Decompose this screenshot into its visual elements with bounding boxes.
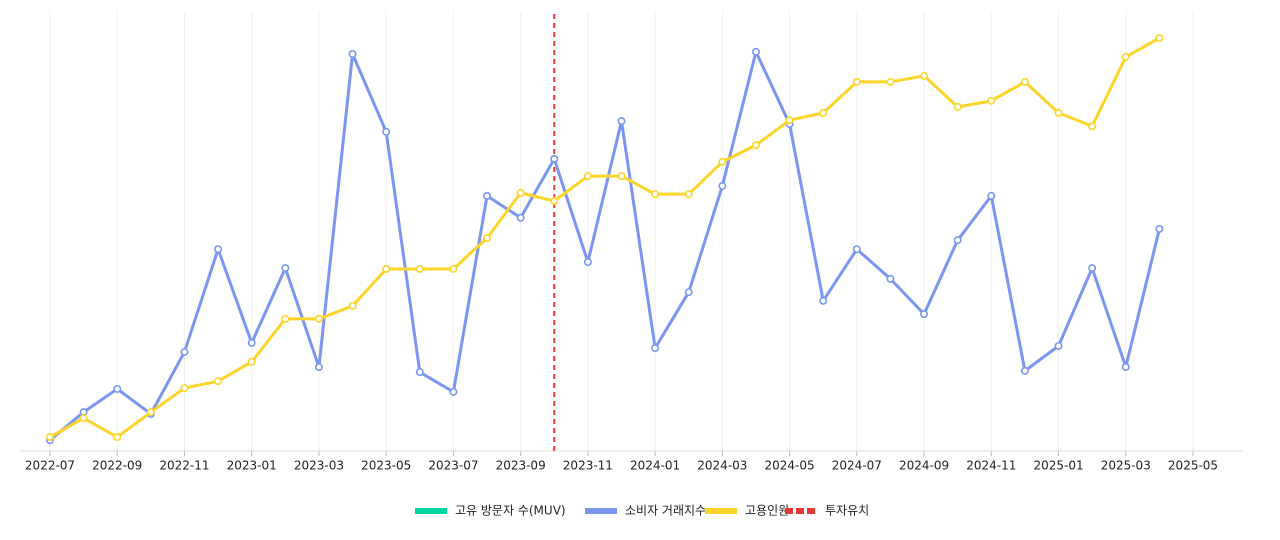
point: [1054, 108, 1063, 117]
x-tick-label: 2023-05: [361, 459, 411, 473]
point: [382, 127, 391, 136]
point: [1020, 366, 1029, 375]
point: [415, 368, 424, 377]
point: [852, 77, 861, 86]
x-tick-label: 2023-11: [563, 459, 613, 473]
legend-label: 고용인원: [745, 504, 789, 518]
point: [1088, 264, 1097, 273]
point: [79, 414, 88, 423]
point: [146, 408, 155, 417]
point: [415, 264, 424, 273]
point: [281, 314, 290, 323]
point: [550, 197, 559, 206]
point: [214, 377, 223, 386]
x-tick-label: 2022-07: [25, 459, 75, 473]
x-tick-label: 2024-09: [899, 459, 949, 473]
legend-label: 고유 방문자 수(MUV): [455, 504, 566, 518]
point: [281, 264, 290, 273]
x-tick-label: 2024-11: [966, 459, 1016, 473]
point: [953, 102, 962, 111]
point: [247, 338, 256, 347]
point: [987, 191, 996, 200]
point: [449, 387, 458, 396]
point: [1121, 363, 1130, 372]
legend-label: 투자유치: [825, 504, 869, 518]
point: [987, 96, 996, 105]
point: [1121, 52, 1130, 61]
point: [651, 344, 660, 353]
point: [449, 264, 458, 273]
x-tick-label: 2023-09: [496, 459, 546, 473]
point: [348, 301, 357, 310]
point: [113, 433, 122, 442]
x-tick-label: 2024-01: [630, 459, 680, 473]
point: [550, 154, 559, 163]
x-tick-label: 2024-03: [697, 459, 747, 473]
point: [819, 296, 828, 305]
point: [348, 49, 357, 58]
point: [651, 190, 660, 199]
point: [819, 108, 828, 117]
point: [617, 117, 626, 126]
point: [583, 258, 592, 267]
series-line: [49, 50, 1161, 442]
point: [1020, 77, 1029, 86]
point: [920, 310, 929, 319]
point: [684, 288, 693, 297]
point: [852, 245, 861, 254]
point: [180, 384, 189, 393]
point: [113, 384, 122, 393]
point: [516, 188, 525, 197]
x-tick-label: 2023-07: [428, 459, 478, 473]
point: [45, 433, 54, 442]
point: [1054, 341, 1063, 350]
x-tick-label: 2025-05: [1168, 459, 1218, 473]
legend-label: 소비자 거래지수: [625, 504, 706, 518]
point: [785, 116, 794, 125]
point: [382, 264, 391, 273]
point: [583, 172, 592, 181]
point: [1155, 224, 1164, 233]
point: [886, 274, 895, 283]
x-tick-label: 2025-01: [1033, 459, 1083, 473]
x-tick-label: 2024-05: [765, 459, 815, 473]
point: [617, 172, 626, 181]
x-tick-label: 2022-09: [92, 459, 142, 473]
x-tick-label: 2023-03: [294, 459, 344, 473]
point: [180, 347, 189, 356]
point: [314, 363, 323, 372]
point: [920, 71, 929, 80]
point: [953, 236, 962, 245]
x-tick-label: 2023-01: [227, 459, 277, 473]
point: [247, 357, 256, 366]
point: [1155, 34, 1164, 43]
point: [684, 190, 693, 199]
point: [718, 181, 727, 190]
point: [718, 157, 727, 166]
x-tick-label: 2025-03: [1101, 459, 1151, 473]
x-tick-label: 2024-07: [832, 459, 882, 473]
point: [483, 191, 492, 200]
point: [314, 314, 323, 323]
point: [751, 47, 760, 56]
point: [214, 245, 223, 254]
point: [483, 234, 492, 243]
point: [516, 213, 525, 222]
x-tick-label: 2022-11: [159, 459, 209, 473]
point: [1088, 122, 1097, 131]
point: [751, 141, 760, 150]
series-line: [49, 36, 1161, 439]
point: [886, 77, 895, 86]
